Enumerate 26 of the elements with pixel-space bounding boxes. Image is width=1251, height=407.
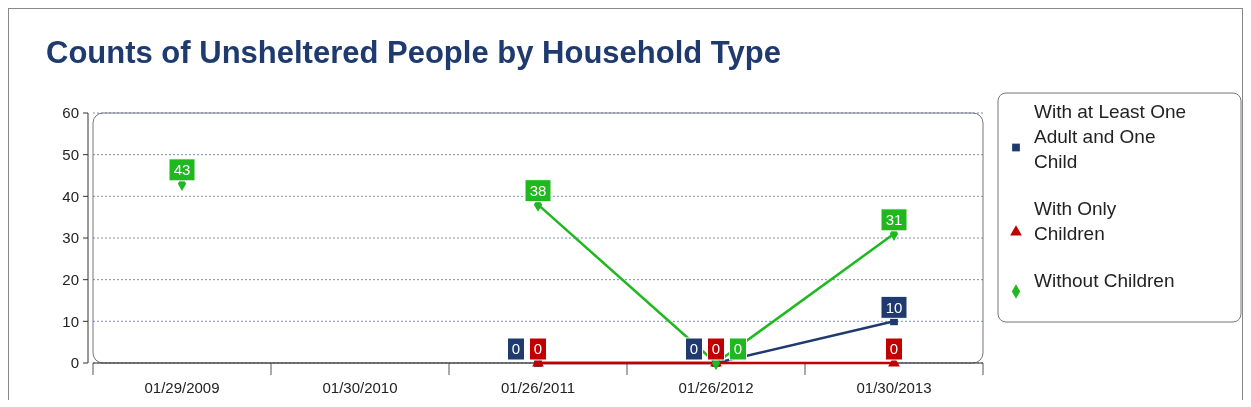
legend-label: Without Children: [1034, 270, 1175, 291]
data-label: 38: [529, 181, 547, 199]
x-tick-label: 01/30/2010: [322, 379, 398, 396]
data-label: 10: [885, 298, 903, 316]
y-tick-label: 0: [70, 354, 79, 372]
y-tick-label: 30: [62, 229, 79, 247]
x-tick-label: 01/26/2012: [678, 379, 754, 396]
x-tick-label: 01/30/2013: [856, 379, 932, 396]
data-label: 31: [885, 211, 903, 229]
x-tick-label: 01/29/2009: [144, 379, 220, 396]
y-tick-label: 60: [62, 104, 79, 122]
data-label: 0: [533, 340, 543, 358]
y-tick-label: 20: [62, 270, 79, 288]
data-label: 0: [733, 340, 743, 358]
legend-label: With Only Children: [1034, 198, 1117, 244]
data-label: 0: [889, 340, 899, 358]
data-label: 0: [689, 340, 699, 358]
y-tick-label: 50: [62, 145, 79, 163]
data-label: 0: [711, 340, 721, 358]
chart-title: Counts of Unsheltered People by Household Type: [46, 35, 781, 70]
data-label: 43: [173, 161, 191, 179]
y-tick-label: 40: [62, 187, 79, 205]
x-tick-label: 01/26/2011: [501, 379, 575, 396]
data-label: 0: [511, 340, 521, 358]
legend-label: With at Least One Adult and One Child: [1034, 101, 1187, 172]
y-tick-label: 10: [62, 312, 79, 330]
